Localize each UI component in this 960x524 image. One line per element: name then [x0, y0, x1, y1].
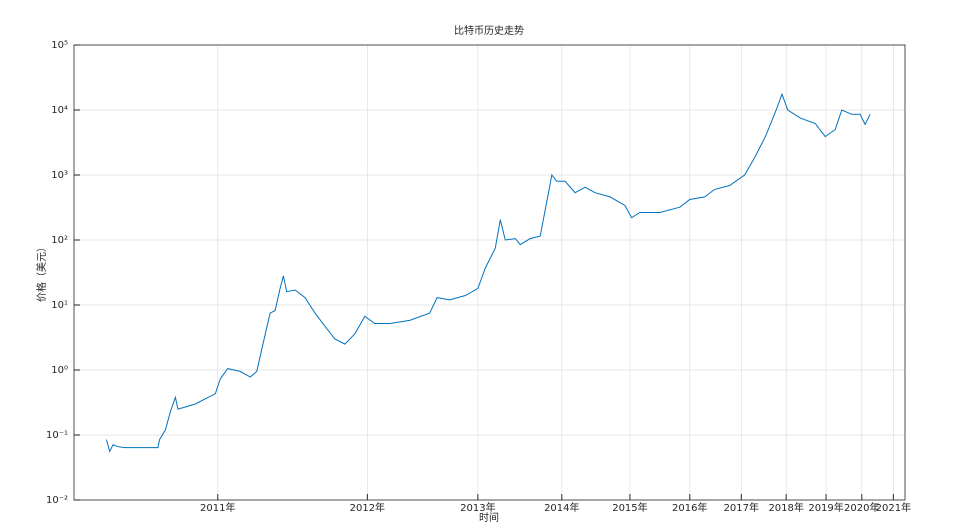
x-tick-label: 2016年 [672, 501, 707, 514]
x-tick-label: 2015年 [612, 501, 647, 514]
y-tick-label: 10⁵ [51, 40, 68, 51]
x-tick-label: 2017年 [724, 501, 759, 514]
y-tick-label: 10⁻² [46, 495, 68, 506]
y-axis-label: 价格（美元） [35, 242, 48, 302]
x-tick-label: 2012年 [350, 501, 385, 514]
x-tick-label: 2013年 [460, 501, 495, 514]
x-tick-label: 2019年 [808, 501, 843, 514]
y-tick-label: 10⁻¹ [46, 430, 68, 441]
y-tick-label: 10² [51, 235, 68, 246]
y-tick-label: 10³ [51, 170, 68, 181]
y-tick-label: 10¹ [51, 300, 68, 311]
y-tick-label: 10⁰ [51, 365, 68, 376]
price-line [105, 92, 871, 453]
x-tick-label: 2014年 [544, 501, 579, 514]
x-tick-label: 2011年 [200, 501, 235, 514]
plot-frame [73, 44, 906, 501]
x-tick-label: 2021年 [876, 501, 911, 514]
y-tick-label: 10⁴ [51, 105, 68, 116]
chart-title: 比特币历史走势 [454, 24, 524, 37]
x-tick-label: 2020年 [844, 501, 879, 514]
x-axis-label: 时间 [479, 511, 499, 524]
x-tick-label: 2018年 [768, 501, 803, 514]
